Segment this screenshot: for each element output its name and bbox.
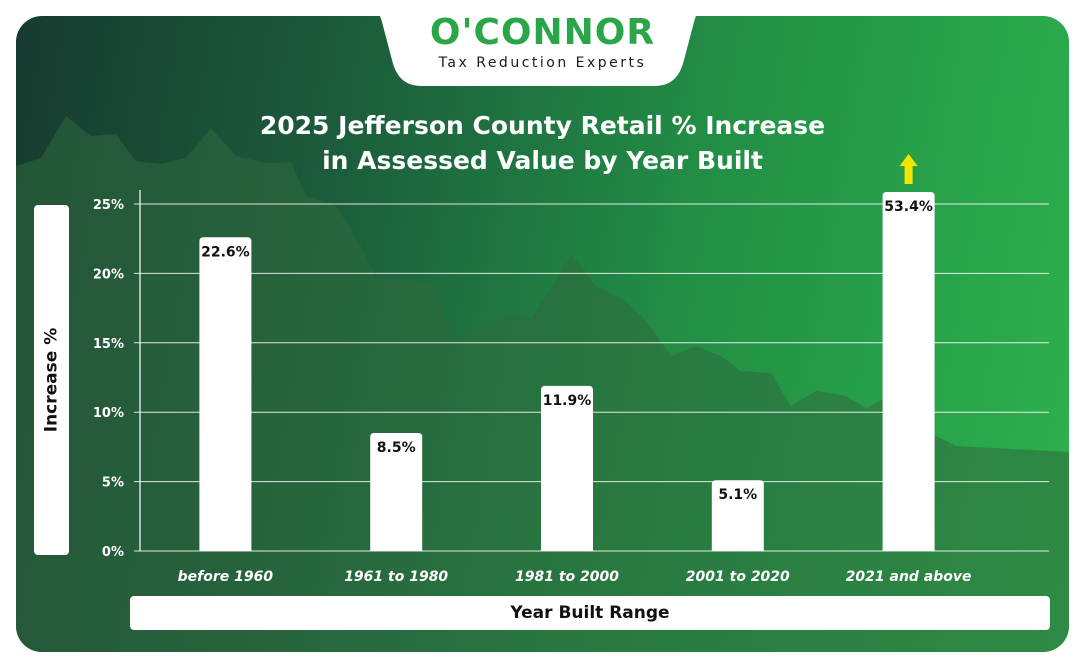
brand-tagline: Tax Reduction Experts bbox=[438, 55, 647, 71]
brand-logo: O'CONNOR bbox=[429, 12, 656, 53]
chart-title: 2025 Jefferson County Retail % Increase … bbox=[16, 108, 1069, 178]
x-tick-label-1: 1961 to 1980 bbox=[344, 569, 448, 585]
background-mountain bbox=[16, 116, 1069, 652]
label-layer: 0% 5% 10% 15% 20% 25% 22.6% before 1960 8.5% 1961… bbox=[93, 198, 972, 585]
y-tick-label-10: 10% bbox=[93, 406, 124, 421]
x-tick-label-0: before 1960 bbox=[178, 569, 274, 585]
clipped-up-arrow-icon bbox=[899, 154, 918, 184]
bar-2 bbox=[541, 385, 593, 551]
x-tick-label-4: 2021 and above bbox=[846, 569, 972, 585]
y-tick-label-20: 20% bbox=[93, 267, 124, 282]
bar-3 bbox=[711, 480, 764, 551]
y-tick-label-15: 15% bbox=[93, 337, 124, 352]
bar-layer bbox=[199, 154, 935, 551]
value-label-4: 53.4% bbox=[884, 199, 933, 215]
value-label-2: 11.9% bbox=[543, 393, 592, 409]
logo-tab bbox=[362, 0, 714, 86]
chart-title-line1: 2025 Jefferson County Retail % Increase bbox=[259, 111, 826, 140]
x-tick-label-3: 2001 to 2020 bbox=[686, 569, 790, 585]
value-label-0: 22.6% bbox=[201, 244, 250, 260]
bar-1 bbox=[370, 433, 423, 551]
y-tick-label-0: 0% bbox=[102, 545, 124, 560]
y-axis-label-box bbox=[34, 205, 69, 555]
chart-title-line2: in Assessed Value by Year Built bbox=[322, 146, 763, 175]
x-tick-label-2: 1981 to 2000 bbox=[515, 569, 619, 585]
bar-4 bbox=[882, 192, 935, 551]
x-axis-label: Year Built Range bbox=[130, 596, 1050, 630]
value-label-1: 8.5% bbox=[377, 440, 416, 456]
y-tick-label-5: 5% bbox=[102, 476, 124, 491]
value-label-3: 5.1% bbox=[718, 487, 757, 503]
bar-0 bbox=[199, 237, 252, 551]
y-tick-label-25: 25% bbox=[93, 198, 124, 213]
